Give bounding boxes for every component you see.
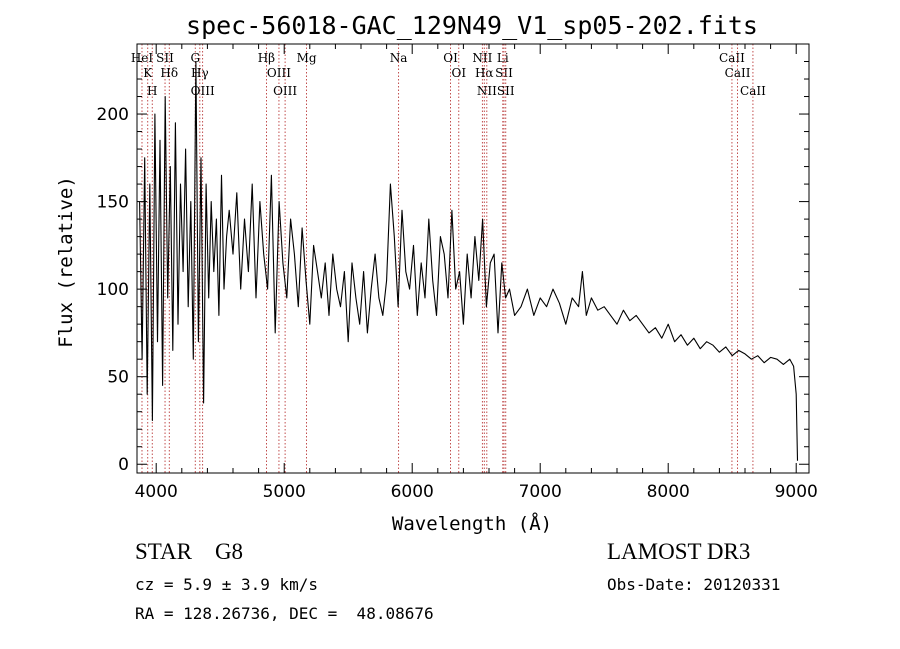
coordinates-text: RA = 128.26736, DEC = 48.08676 <box>135 604 434 623</box>
spectral-line-label: Hα <box>475 66 494 80</box>
spectral-line-label: CaII <box>725 66 751 80</box>
spectral-line-label: HeI <box>131 51 154 65</box>
spectral-line-label: Hγ <box>191 66 209 80</box>
spectral-line-label: OI <box>443 51 458 65</box>
spectral-line-label: Hδ <box>160 66 178 80</box>
x-axis-label: Wavelength (Å) <box>392 512 552 535</box>
x-tick-label: 4000 <box>135 482 178 502</box>
spectrum-series-line <box>139 60 799 461</box>
spectral-line-label: SII <box>495 66 513 80</box>
spectral-line-label: Hβ <box>258 51 275 65</box>
spectral-line-label: SII <box>156 51 174 65</box>
plot-frame <box>136 43 810 474</box>
x-tick-label: 6000 <box>391 482 434 502</box>
y-tick-label: 200 <box>97 105 129 125</box>
spectral-line-label: OIII <box>267 66 291 80</box>
x-tick-label: 7000 <box>519 482 562 502</box>
spectral-line-label: OIII <box>191 84 215 98</box>
y-tick-label: 50 <box>107 368 129 388</box>
spectral-line-label: NII <box>477 84 497 98</box>
spectral-line-label: G <box>190 51 200 65</box>
y-tick-label: 0 <box>118 455 129 475</box>
spectral-line-label: Mg <box>297 51 317 65</box>
obs-date-text: Obs-Date: 20120331 <box>607 575 781 594</box>
spectral-line-label: OIII <box>273 84 297 98</box>
spectral-line-label: NII <box>472 51 492 65</box>
y-tick-label: 100 <box>97 280 129 300</box>
spectral-line-label: H <box>147 84 157 98</box>
axis-ticks: 4000 5000 6000 7000 8000 9000 0 50 100 150 200 <box>97 43 818 502</box>
spectral-line-label: Na <box>390 51 408 65</box>
spectral-line-label: CaII <box>719 51 745 65</box>
x-tick-label: 9000 <box>775 482 818 502</box>
spectral-line-label: Li <box>497 51 509 65</box>
chart-title: spec-56018-GAC_129N49_V1_sp05-202.fits <box>186 11 758 40</box>
spectral-line-label: K <box>143 66 153 80</box>
classification-text: STAR G8 <box>135 539 244 564</box>
spectral-line-label: OI <box>452 66 467 80</box>
x-tick-label: 8000 <box>647 482 690 502</box>
y-tick-label: 150 <box>97 193 129 213</box>
spectral-line-label: SII <box>497 84 515 98</box>
cz-text: cz = 5.9 ± 3.9 km/s <box>135 575 319 594</box>
spectral-line-label: CaII <box>740 84 766 98</box>
x-tick-label: 5000 <box>263 482 306 502</box>
y-axis-label: Flux (relative) <box>55 176 77 348</box>
survey-label: LAMOST DR3 <box>607 539 751 564</box>
